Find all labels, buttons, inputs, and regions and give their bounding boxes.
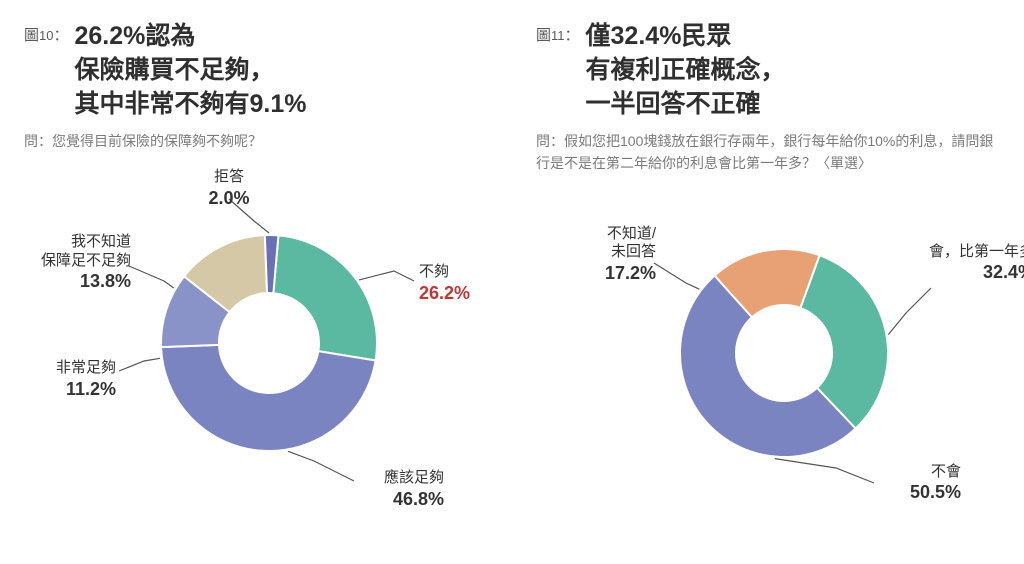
fig-sep: ： (53, 27, 68, 44)
slice-label-name: 不夠 (419, 263, 509, 282)
slice-label-name: 不會 (871, 463, 961, 482)
left-fig-label: 圖10： (24, 20, 69, 48)
slice-label: 不知道/未回答17.2% (566, 225, 656, 285)
slice-label: 非常足夠11.2% (24, 359, 116, 400)
slice-label-value: 2.0% (194, 187, 264, 210)
fig-number: 10 (39, 28, 53, 43)
left-title: 26.2%認為 保險購買不足夠， 其中非常不夠有9.1% (75, 20, 307, 121)
left-title-row: 圖10： 26.2%認為 保險購買不足夠， 其中非常不夠有9.1% (24, 20, 488, 121)
right-fig-label: 圖11： (536, 20, 580, 48)
slice-label-value: 11.2% (24, 378, 116, 401)
donut-slice (161, 345, 375, 451)
slice-label-name: 會，比第一年多 (904, 243, 1024, 262)
slice-label: 不會50.5% (871, 463, 961, 504)
slice-label-value: 26.2% (419, 282, 509, 305)
fig-number: 11 (551, 28, 565, 43)
slice-label: 應該足夠46.8% (324, 469, 444, 510)
leader-line (888, 288, 931, 335)
leader-line (775, 458, 874, 482)
title-line: 有複利正確概念， (586, 54, 786, 88)
slice-label-value: 50.5% (871, 481, 961, 504)
slice-label-name: 不知道/ (566, 225, 656, 244)
fig-prefix: 圖 (536, 27, 551, 44)
leader-line (129, 266, 174, 288)
slice-label-name: 我不知道 (19, 233, 131, 252)
title-line: 保險購買不足夠， (75, 54, 307, 88)
right-panel: 圖11： 僅32.4%民眾 有複利正確概念， 一半回答不正確 問：假如您把100… (512, 0, 1024, 564)
left-question: 問：您覺得目前保險的保障夠不夠呢？ (24, 131, 488, 153)
donut-slice (273, 235, 377, 360)
slice-label-value: 13.8% (19, 270, 131, 293)
slice-label: 我不知道保障足不足夠13.8% (19, 233, 131, 293)
right-question: 問：假如您把100塊錢放在銀行存兩年，銀行每年給你10%的利息，請問銀行是不是在… (536, 131, 1000, 174)
slice-label-name: 應該足夠 (324, 469, 444, 488)
right-title-row: 圖11： 僅32.4%民眾 有複利正確概念， 一半回答不正確 (536, 20, 1000, 121)
slice-label: 拒答2.0% (194, 168, 264, 209)
slice-label: 會，比第一年多32.4% (904, 243, 1024, 284)
fig-sep: ： (565, 27, 580, 44)
left-donut-svg (24, 171, 524, 511)
slice-label-name: 非常足夠 (24, 359, 116, 378)
right-title: 僅32.4%民眾 有複利正確概念， 一半回答不正確 (586, 20, 786, 121)
slice-label-name: 拒答 (194, 168, 264, 187)
slice-label-value: 17.2% (566, 262, 656, 285)
slice-label-value: 32.4% (904, 261, 1024, 284)
slice-label: 不夠26.2% (419, 263, 509, 304)
title-line: 26.2%認為 (75, 20, 307, 54)
title-line: 其中非常不夠有9.1% (75, 88, 307, 122)
slice-label-name: 保障足不足夠 (19, 252, 131, 271)
title-line: 僅32.4%民眾 (586, 20, 786, 54)
title-line: 一半回答不正確 (586, 88, 786, 122)
slice-label-value: 46.8% (324, 488, 444, 511)
slice-label-name: 未回答 (566, 243, 656, 262)
leader-line (119, 358, 160, 371)
fig-prefix: 圖 (24, 27, 39, 44)
right-chart: 會，比第一年多32.4%不會50.5%不知道/未回答17.2% (536, 193, 1000, 533)
left-panel: 圖10： 26.2%認為 保險購買不足夠， 其中非常不夠有9.1% 問：您覺得目… (0, 0, 512, 564)
leader-line (654, 263, 699, 289)
left-chart: 不夠26.2%應該足夠46.8%非常足夠11.2%我不知道保障足不足夠13.8%… (24, 171, 488, 511)
leader-line (359, 271, 414, 281)
